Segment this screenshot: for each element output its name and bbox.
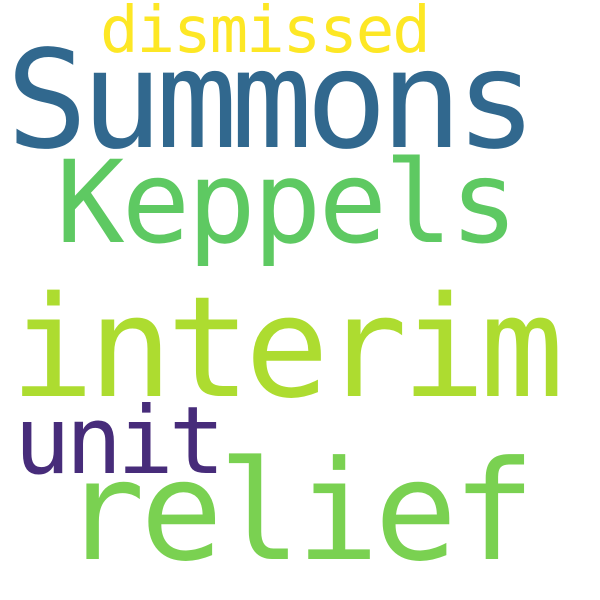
word-summons: Summons bbox=[6, 22, 537, 180]
word-keppels: Keppels bbox=[56, 136, 518, 269]
word-relief: relief bbox=[62, 431, 535, 592]
word-unit: unit bbox=[14, 387, 225, 496]
word-dismissed: dismissed bbox=[100, 0, 431, 68]
word-interim: interim bbox=[10, 267, 564, 430]
